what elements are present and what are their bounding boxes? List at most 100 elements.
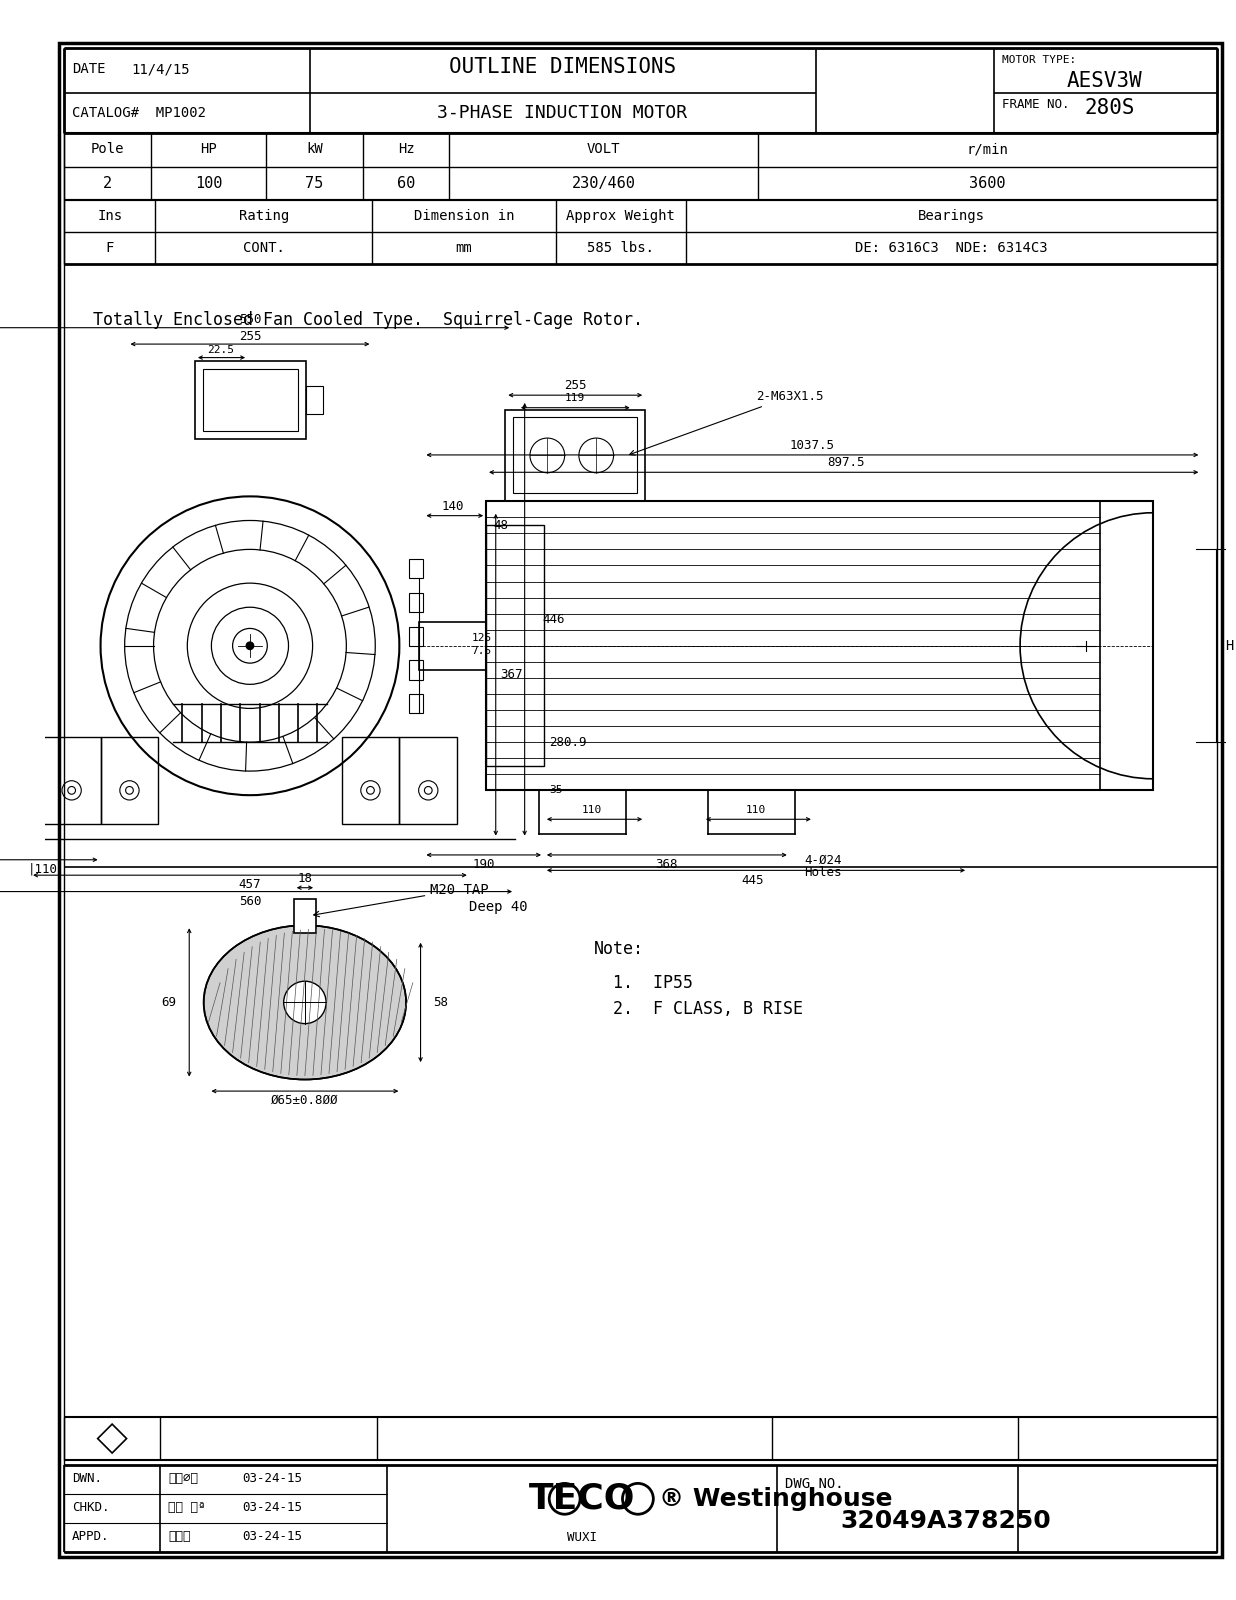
Text: 69: 69 bbox=[162, 995, 177, 1010]
Text: Totally Enclosed Fan Cooled Type.  Squirrel-Cage Rotor.: Totally Enclosed Fan Cooled Type. Squirr… bbox=[93, 310, 643, 330]
Bar bbox=[305, 386, 323, 414]
Bar bbox=[100, 738, 158, 824]
Text: Pole: Pole bbox=[90, 142, 124, 157]
Bar bbox=[486, 525, 544, 766]
Text: 2-M63X1.5: 2-M63X1.5 bbox=[629, 390, 823, 454]
Text: Hz: Hz bbox=[398, 142, 414, 157]
Text: 230/460: 230/460 bbox=[572, 176, 635, 190]
Text: 郭耶良: 郭耶良 bbox=[168, 1530, 190, 1542]
Text: DE: 6316C3  NDE: 6314C3: DE: 6316C3 NDE: 6314C3 bbox=[855, 240, 1047, 254]
Bar bbox=[341, 738, 399, 824]
Text: H: H bbox=[1225, 638, 1234, 653]
Bar bbox=[195, 362, 305, 438]
Text: HP: HP bbox=[200, 142, 216, 157]
Text: Ins: Ins bbox=[98, 210, 122, 222]
Bar bbox=[513, 418, 638, 493]
Text: 藛士 茧ª: 藛士 茧ª bbox=[168, 1501, 205, 1514]
Text: 1037.5: 1037.5 bbox=[790, 438, 834, 451]
Text: WUXI: WUXI bbox=[567, 1531, 597, 1544]
Text: 翡道∅日: 翡道∅日 bbox=[168, 1472, 198, 1485]
Text: r/min: r/min bbox=[967, 142, 1009, 157]
Text: 03-24-15: 03-24-15 bbox=[242, 1472, 303, 1485]
Text: 48: 48 bbox=[494, 518, 509, 531]
Text: VOLT: VOLT bbox=[587, 142, 620, 157]
Text: 1.  IP55: 1. IP55 bbox=[613, 974, 693, 992]
Text: MOTOR TYPE:: MOTOR TYPE: bbox=[1002, 54, 1077, 64]
Circle shape bbox=[284, 981, 326, 1024]
Text: Deep 40: Deep 40 bbox=[468, 899, 528, 914]
Text: Note:: Note: bbox=[595, 941, 644, 958]
Text: 32049A378250: 32049A378250 bbox=[840, 1509, 1052, 1533]
Bar bbox=[506, 410, 645, 501]
Text: Rating: Rating bbox=[239, 210, 289, 222]
Bar bbox=[43, 738, 100, 824]
Circle shape bbox=[246, 642, 253, 650]
Ellipse shape bbox=[204, 925, 407, 1080]
Text: 190: 190 bbox=[472, 858, 494, 870]
Text: 35: 35 bbox=[549, 786, 562, 795]
Text: 368: 368 bbox=[655, 858, 679, 870]
Text: 255: 255 bbox=[564, 379, 587, 392]
Text: CATALOG#  MP1002: CATALOG# MP1002 bbox=[72, 106, 205, 120]
Text: 445: 445 bbox=[742, 874, 764, 886]
Text: 58: 58 bbox=[433, 995, 449, 1010]
Text: Dimension in: Dimension in bbox=[414, 210, 514, 222]
Bar bbox=[409, 661, 424, 680]
Text: 22.5: 22.5 bbox=[208, 346, 235, 355]
Text: kW: kW bbox=[307, 142, 323, 157]
Bar bbox=[409, 627, 424, 646]
Text: 550: 550 bbox=[239, 314, 261, 326]
Text: 7.5: 7.5 bbox=[472, 645, 492, 656]
Text: 75: 75 bbox=[305, 176, 324, 190]
Bar bbox=[203, 370, 298, 430]
Text: Ø65±0.8ØØ: Ø65±0.8ØØ bbox=[271, 1094, 339, 1107]
Text: 4-Ø24: 4-Ø24 bbox=[805, 853, 842, 866]
Text: FRAME NO.: FRAME NO. bbox=[1002, 98, 1069, 110]
Text: 560: 560 bbox=[239, 894, 261, 907]
Text: 446: 446 bbox=[543, 613, 565, 626]
Text: DATE: DATE bbox=[72, 62, 105, 77]
Text: 3-PHASE INDUCTION MOTOR: 3-PHASE INDUCTION MOTOR bbox=[438, 104, 687, 122]
Bar bbox=[486, 501, 1153, 790]
Bar bbox=[419, 622, 486, 670]
Text: |110: |110 bbox=[27, 862, 58, 875]
Text: ® Westinghouse: ® Westinghouse bbox=[659, 1486, 892, 1510]
Text: Holes: Holes bbox=[805, 866, 842, 878]
Text: 457: 457 bbox=[239, 878, 261, 891]
Text: OUTLINE DIMENSIONS: OUTLINE DIMENSIONS bbox=[449, 58, 676, 77]
Bar bbox=[409, 558, 424, 578]
Text: 119: 119 bbox=[565, 394, 586, 403]
Text: TECO: TECO bbox=[529, 1482, 635, 1515]
Text: 3600: 3600 bbox=[969, 176, 1006, 190]
Text: 280S: 280S bbox=[1084, 98, 1135, 118]
Text: DWN.: DWN. bbox=[72, 1472, 101, 1485]
Text: 585 lbs.: 585 lbs. bbox=[587, 240, 654, 254]
Text: 18: 18 bbox=[298, 872, 313, 885]
Text: Approx Weight: Approx Weight bbox=[566, 210, 675, 222]
Text: 2: 2 bbox=[103, 176, 112, 190]
Text: 367: 367 bbox=[501, 669, 523, 682]
Text: 100: 100 bbox=[195, 176, 222, 190]
Text: M20 TAP: M20 TAP bbox=[314, 883, 488, 917]
Text: 280.9: 280.9 bbox=[549, 736, 586, 749]
Bar bbox=[1100, 501, 1153, 790]
Text: 2.  F CLASS, B RISE: 2. F CLASS, B RISE bbox=[613, 1000, 803, 1018]
Text: Bearings: Bearings bbox=[917, 210, 985, 222]
Bar bbox=[294, 899, 316, 933]
Text: 125: 125 bbox=[472, 634, 492, 643]
Text: APPD.: APPD. bbox=[72, 1530, 109, 1542]
Text: 255: 255 bbox=[239, 330, 261, 342]
Text: 110: 110 bbox=[745, 805, 766, 814]
Text: 03-24-15: 03-24-15 bbox=[242, 1530, 303, 1542]
Text: 110: 110 bbox=[582, 805, 602, 814]
Text: CONT.: CONT. bbox=[243, 240, 284, 254]
Bar bbox=[409, 592, 424, 613]
Text: 60: 60 bbox=[397, 176, 415, 190]
Bar bbox=[409, 694, 424, 714]
Text: 03-24-15: 03-24-15 bbox=[242, 1501, 303, 1514]
Text: mm: mm bbox=[456, 240, 472, 254]
Text: 140: 140 bbox=[441, 499, 464, 512]
Text: AESV3W: AESV3W bbox=[1067, 70, 1143, 91]
Text: F: F bbox=[105, 240, 114, 254]
Bar bbox=[399, 738, 457, 824]
